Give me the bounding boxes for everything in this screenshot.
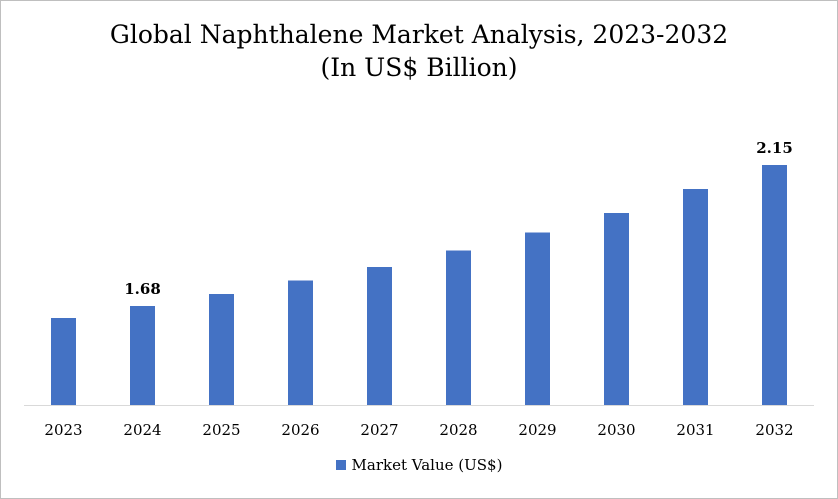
bar-2023 [51, 318, 76, 405]
x-tick-labels: 2023 2024 2025 2026 2027 2028 2029 2030 2031 2032 [44, 421, 793, 439]
x-tick-label-2028: 2028 [439, 421, 477, 439]
x-tick-label-2026: 2026 [281, 421, 319, 439]
bar-2024 [130, 306, 155, 405]
x-tick-label-2024: 2024 [123, 421, 161, 439]
data-label-2024: 1.68 [124, 280, 161, 298]
chart-title-line: Global Naphthalene Market Analysis, 2023… [109, 20, 729, 49]
x-tick-label-2029: 2029 [518, 421, 556, 439]
legend: Market Value (US$) [0, 456, 838, 474]
x-tick-label-2025: 2025 [202, 421, 240, 439]
bar-2031 [683, 189, 708, 405]
data-label-2032: 2.15 [756, 139, 793, 157]
bars [51, 165, 787, 405]
bar-2028 [446, 250, 471, 405]
data-labels: 1.68 2.15 [124, 139, 793, 298]
bar-2026 [288, 280, 313, 405]
bar-2027 [367, 267, 392, 405]
bar-2029 [525, 232, 550, 405]
x-tick-label-2027: 2027 [360, 421, 398, 439]
bar-2032 [762, 165, 787, 405]
legend-swatch [335, 460, 346, 470]
x-tick-label-2031: 2031 [676, 421, 714, 439]
x-tick-label-2030: 2030 [597, 421, 635, 439]
legend-label: Market Value (US$) [351, 456, 503, 474]
x-tick-label-2023: 2023 [44, 421, 82, 439]
x-tick-label-2032: 2032 [755, 421, 793, 439]
chart-subtitle: (In US$ Billion) [320, 53, 518, 82]
chart-title: Global Naphthalene Market Analysis, 2023… [0, 18, 838, 84]
bar-2025 [209, 294, 234, 405]
bar-2030 [604, 213, 629, 405]
